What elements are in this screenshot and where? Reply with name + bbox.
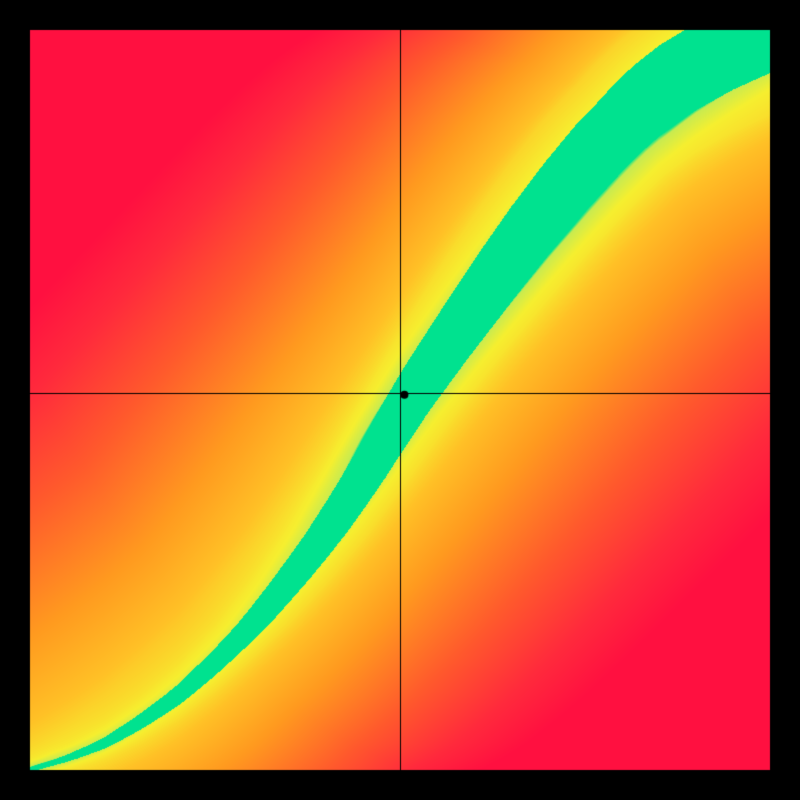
heatmap-canvas: [0, 0, 800, 800]
chart-container: TheBottleneck.com: [0, 0, 800, 800]
